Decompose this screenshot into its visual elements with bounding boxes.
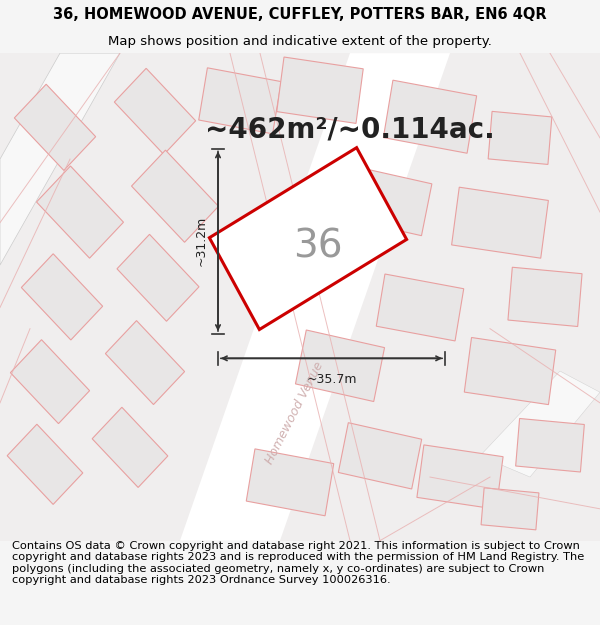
Text: Map shows position and indicative extent of the property.: Map shows position and indicative extent…	[108, 35, 492, 48]
Text: 36, HOMEWOOD AVENUE, CUFFLEY, POTTERS BAR, EN6 4QR: 36, HOMEWOOD AVENUE, CUFFLEY, POTTERS BA…	[53, 8, 547, 22]
Polygon shape	[115, 68, 196, 154]
Text: Contains OS data © Crown copyright and database right 2021. This information is : Contains OS data © Crown copyright and d…	[12, 541, 584, 586]
Polygon shape	[464, 338, 556, 404]
Polygon shape	[14, 84, 95, 171]
Text: Homewood Venue: Homewood Venue	[263, 360, 326, 467]
Polygon shape	[488, 111, 552, 164]
Polygon shape	[383, 80, 476, 153]
Polygon shape	[92, 408, 168, 488]
Polygon shape	[37, 166, 124, 258]
Polygon shape	[338, 422, 422, 489]
Polygon shape	[10, 340, 89, 424]
Text: 36: 36	[293, 227, 343, 265]
Polygon shape	[0, 53, 600, 541]
Polygon shape	[22, 254, 103, 340]
Polygon shape	[508, 268, 582, 326]
Polygon shape	[348, 168, 432, 236]
Polygon shape	[417, 445, 503, 509]
Polygon shape	[199, 68, 281, 134]
Polygon shape	[376, 274, 464, 341]
Polygon shape	[515, 419, 584, 472]
Polygon shape	[117, 234, 199, 321]
Polygon shape	[295, 330, 385, 401]
Polygon shape	[106, 321, 185, 404]
Polygon shape	[277, 57, 363, 123]
Polygon shape	[7, 424, 83, 504]
Polygon shape	[481, 488, 539, 530]
Polygon shape	[209, 148, 407, 329]
Text: ~35.7m: ~35.7m	[306, 373, 357, 386]
Polygon shape	[131, 150, 218, 242]
Text: ~462m²/~0.114ac.: ~462m²/~0.114ac.	[205, 116, 495, 143]
Text: ~31.2m: ~31.2m	[195, 216, 208, 266]
Polygon shape	[180, 53, 450, 541]
Polygon shape	[480, 371, 600, 477]
Polygon shape	[246, 449, 334, 516]
Polygon shape	[452, 188, 548, 258]
Polygon shape	[0, 53, 120, 265]
